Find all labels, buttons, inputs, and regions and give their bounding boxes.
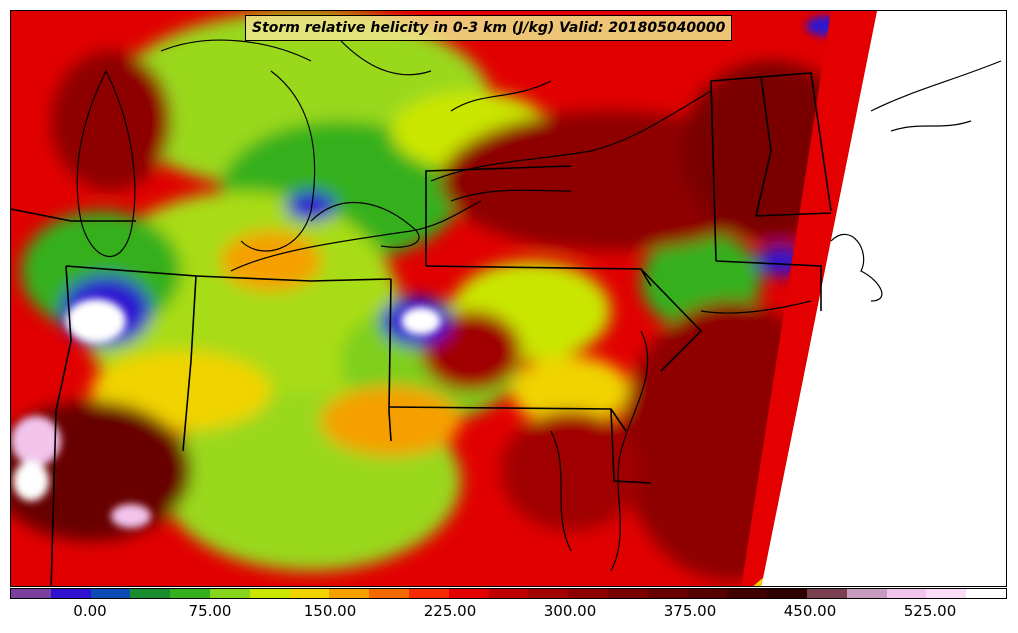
colorbar-cell xyxy=(886,589,927,598)
colorbar-cell xyxy=(448,589,489,598)
colorbar-tick-label: 225.00 xyxy=(423,602,477,620)
colorbar-cell xyxy=(528,589,569,598)
map-title: Storm relative helicity in 0-3 km (J/kg)… xyxy=(245,15,733,41)
colorbar-cell xyxy=(647,589,688,598)
colorbar-tick-label: 300.00 xyxy=(543,602,597,620)
colorbar-cell xyxy=(170,589,210,598)
colorbar-cell xyxy=(488,589,529,598)
colorbar-cell xyxy=(11,589,51,598)
helicity-map xyxy=(11,11,1002,586)
colorbar-cell xyxy=(130,589,171,598)
colorbar-tick-label: 450.00 xyxy=(783,602,837,620)
colorbar-cell xyxy=(926,589,967,598)
colorbar-cell xyxy=(607,589,648,598)
colorbar-cell xyxy=(966,589,1006,598)
colorbar-cell xyxy=(50,589,91,598)
colorbar-cell xyxy=(249,589,290,598)
colorbar-tick-label: 375.00 xyxy=(663,602,717,620)
colorbar-tick-label: 150.00 xyxy=(303,602,357,620)
colorbar-cell xyxy=(289,589,330,598)
colorbar-cell xyxy=(767,589,807,598)
coastlines xyxy=(76,39,1002,572)
colorbar-cell xyxy=(687,589,728,598)
colorbar-tick-label: 75.00 xyxy=(188,602,232,620)
colorbar-tick-label: 525.00 xyxy=(903,602,957,620)
map-panel xyxy=(10,10,1007,587)
colorbar xyxy=(10,588,1007,599)
colorbar-cell xyxy=(209,589,250,598)
helicity-field xyxy=(11,11,877,586)
state-boundaries xyxy=(11,72,832,586)
colorbar-tick-labels: 0.00 75.00 150.00 225.00 300.00 375.00 450.00 5… xyxy=(10,602,1007,624)
colorbar-cell xyxy=(369,589,409,598)
colorbar-cell xyxy=(568,589,608,598)
colorbar-cell xyxy=(90,589,131,598)
colorbar-cell xyxy=(806,589,847,598)
colorbar-cell xyxy=(329,589,370,598)
colorbar-cell xyxy=(408,589,449,598)
colorbar-cell xyxy=(846,589,887,598)
colorbar-tick-label: 0.00 xyxy=(73,602,107,620)
colorbar-cell xyxy=(727,589,768,598)
